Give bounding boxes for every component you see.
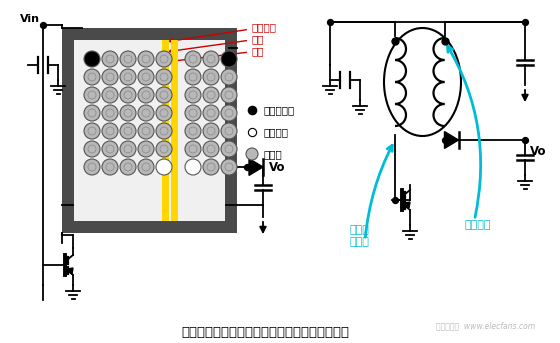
Circle shape: [156, 105, 172, 121]
Circle shape: [203, 69, 219, 85]
Circle shape: [102, 141, 118, 157]
Circle shape: [185, 87, 201, 103]
Text: 骨架: 骨架: [169, 46, 264, 63]
Circle shape: [84, 141, 100, 157]
Circle shape: [84, 159, 100, 175]
Polygon shape: [249, 158, 263, 175]
Circle shape: [102, 123, 118, 139]
Circle shape: [84, 123, 100, 139]
Circle shape: [102, 159, 118, 175]
Circle shape: [102, 87, 118, 103]
Circle shape: [102, 105, 118, 121]
Circle shape: [221, 105, 237, 121]
Circle shape: [120, 87, 136, 103]
Point: [390, 197, 399, 203]
Text: 电子发烧友  www.elecfans.com: 电子发烧友 www.elecfans.com: [436, 321, 535, 330]
Circle shape: [84, 69, 100, 85]
Point: [248, 107, 256, 113]
Point: [440, 38, 449, 44]
Circle shape: [185, 105, 201, 121]
Circle shape: [203, 141, 219, 157]
Polygon shape: [445, 132, 459, 149]
Circle shape: [221, 123, 237, 139]
Circle shape: [138, 51, 154, 67]
Circle shape: [156, 141, 172, 157]
Text: 静默端: 静默端: [264, 149, 283, 159]
Text: 绣缘胶带: 绣缘胶带: [169, 22, 277, 43]
Circle shape: [203, 87, 219, 103]
Circle shape: [138, 141, 154, 157]
Circle shape: [156, 51, 172, 67]
Circle shape: [246, 148, 258, 160]
Circle shape: [120, 69, 136, 85]
Text: Vo: Vo: [269, 161, 286, 174]
Circle shape: [138, 105, 154, 121]
Text: Vin: Vin: [20, 14, 40, 24]
Circle shape: [156, 87, 172, 103]
Bar: [162, 40, 169, 221]
Circle shape: [120, 105, 136, 121]
Circle shape: [203, 123, 219, 139]
Circle shape: [221, 141, 237, 157]
Circle shape: [156, 159, 172, 175]
Polygon shape: [404, 202, 410, 208]
Circle shape: [221, 87, 237, 103]
Point: [390, 38, 399, 44]
Bar: [171, 40, 178, 221]
Circle shape: [120, 141, 136, 157]
Circle shape: [102, 69, 118, 85]
Polygon shape: [67, 268, 73, 274]
Text: 挡墙: 挡墙: [169, 34, 264, 53]
Bar: [62, 28, 237, 233]
Circle shape: [203, 159, 219, 175]
Point: [521, 19, 530, 25]
Circle shape: [185, 141, 201, 157]
Circle shape: [156, 123, 172, 139]
Circle shape: [102, 51, 118, 67]
Circle shape: [203, 105, 219, 121]
Point: [248, 129, 256, 135]
Text: Vo: Vo: [530, 145, 547, 158]
Point: [521, 137, 530, 143]
Circle shape: [120, 51, 136, 67]
Bar: [74, 40, 225, 221]
Circle shape: [185, 69, 201, 85]
Circle shape: [138, 123, 154, 139]
Circle shape: [203, 51, 219, 67]
Text: 绕制一次侧和二次侧绕组时骨架的旋转方向相反: 绕制一次侧和二次侧绕组时骨架的旋转方向相反: [181, 326, 349, 339]
Point: [39, 22, 48, 28]
Point: [325, 19, 334, 25]
Circle shape: [221, 69, 237, 85]
Circle shape: [156, 69, 172, 85]
Circle shape: [138, 159, 154, 175]
Point: [242, 164, 251, 170]
Text: 绕线顺序: 绕线顺序: [464, 220, 491, 230]
Circle shape: [120, 123, 136, 139]
Circle shape: [221, 51, 237, 67]
Circle shape: [138, 87, 154, 103]
Circle shape: [221, 159, 237, 175]
Circle shape: [120, 159, 136, 175]
Point: [440, 137, 449, 143]
Circle shape: [84, 105, 100, 121]
Circle shape: [138, 69, 154, 85]
Circle shape: [84, 51, 100, 67]
Text: 变压器
起始端: 变压器 起始端: [350, 225, 370, 247]
Circle shape: [185, 159, 201, 175]
Text: 绕组末端: 绕组末端: [264, 127, 289, 137]
Circle shape: [185, 123, 201, 139]
Circle shape: [84, 87, 100, 103]
Ellipse shape: [384, 28, 461, 136]
Text: 绕组起始端: 绕组起始端: [264, 105, 295, 115]
Circle shape: [185, 51, 201, 67]
